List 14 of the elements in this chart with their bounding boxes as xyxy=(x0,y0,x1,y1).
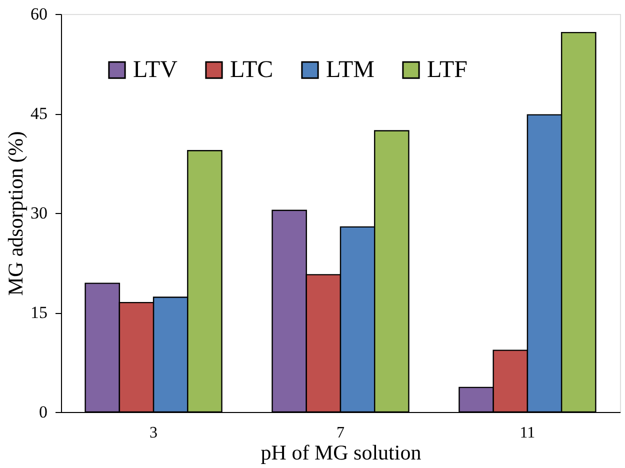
y-tick-label: 30 xyxy=(30,204,48,222)
x-tick-label: 7 xyxy=(336,424,344,442)
y-axis-title: MG adsorption (%) xyxy=(4,131,28,296)
x-tick-label: 11 xyxy=(520,424,536,442)
legend-label: LTF xyxy=(427,57,468,83)
x-axis-title: pH of MG solution xyxy=(260,440,422,464)
legend-label: LTM xyxy=(326,57,374,83)
y-tick-label: 60 xyxy=(30,4,48,24)
y-tick-label: 15 xyxy=(30,303,48,322)
legend-label: LTV xyxy=(133,57,178,83)
x-tick-label: 3 xyxy=(150,424,158,442)
legend-label: LTC xyxy=(230,57,274,83)
y-tick-label: 0 xyxy=(39,402,48,422)
y-tick-label: 45 xyxy=(30,104,48,123)
